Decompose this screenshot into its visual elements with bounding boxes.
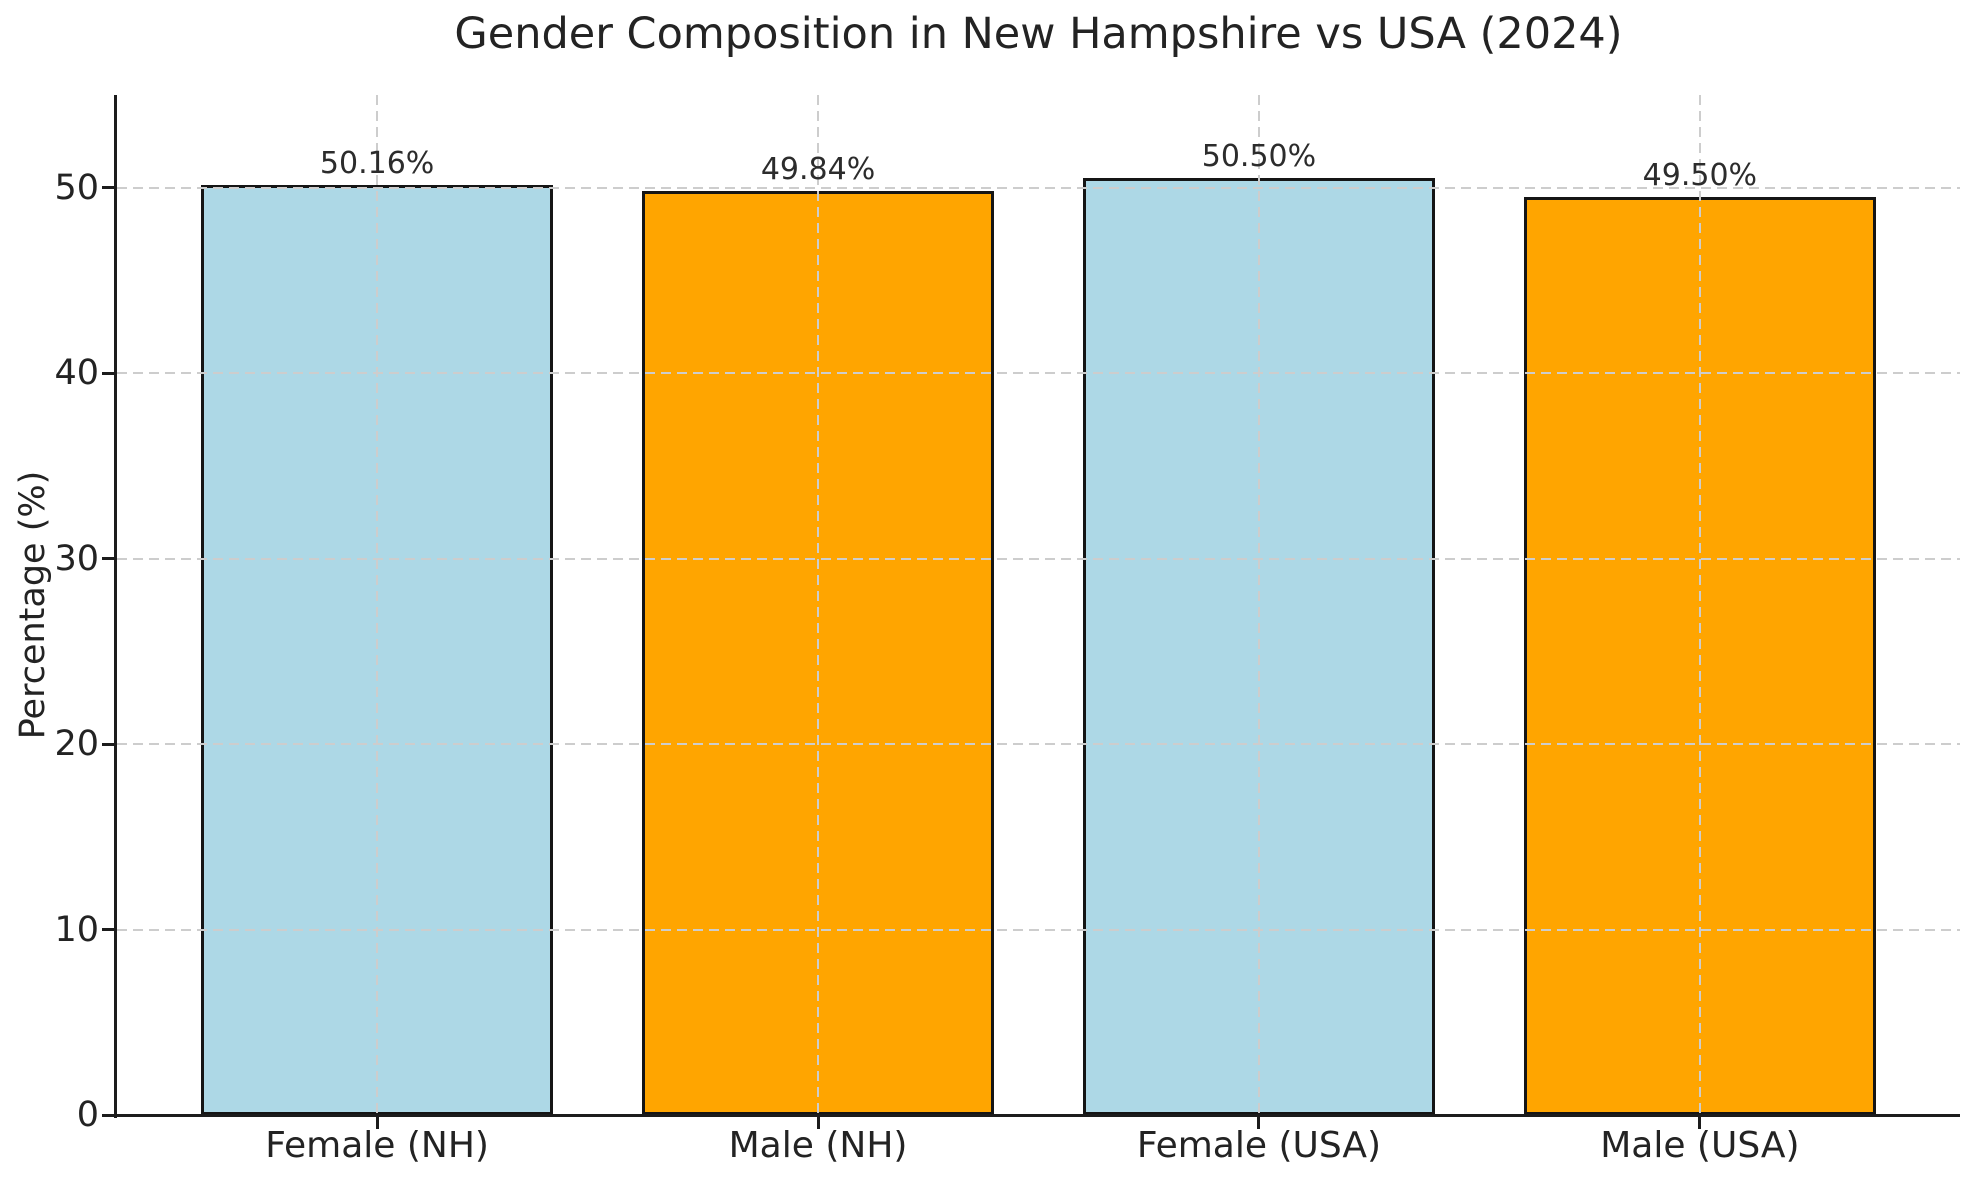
x-tick-label-male-nh: Male (NH) [728,1125,908,1166]
x-tick-female-usa [1257,1117,1261,1129]
y-tick-label-40: 40 [54,353,99,394]
gridline-h-30 [117,557,1960,560]
y-tick-label-10: 10 [54,909,99,950]
y-tick-label-30: 30 [54,538,99,579]
gridline-h-10 [117,928,1960,931]
y-tick-0 [102,1113,114,1117]
gridline-v-female-nh [376,95,379,1115]
left-spine [114,95,117,1118]
y-tick-label-0: 0 [76,1095,99,1135]
bar-value-label-male-nh: 49.84% [760,151,876,187]
x-tick-female-nh [375,1117,379,1129]
gridline-v-male-nh [817,95,820,1115]
bar-value-label-female-nh: 50.16% [319,145,435,181]
y-axis-label: Percentage (%) [13,470,53,740]
chart-title: Gender Composition in New Hampshire vs U… [454,9,1623,59]
x-tick-male-usa [1698,1117,1702,1129]
x-tick-label-female-usa: Female (USA) [1136,1125,1382,1166]
y-tick-label-50: 50 [54,167,99,208]
y-tick-10 [102,928,114,932]
y-tick-label-20: 20 [54,724,99,765]
x-tick-label-female-nh: Female (NH) [265,1125,489,1166]
gridline-h-40 [117,372,1960,375]
x-tick-male-nh [816,1117,820,1129]
y-tick-40 [102,371,114,375]
bar-value-label-male-usa: 49.50% [1642,158,1758,193]
gridline-v-female-usa [1257,95,1260,1115]
x-tick-label-male-usa: Male (USA) [1600,1125,1800,1166]
y-tick-50 [102,186,114,190]
y-tick-20 [102,742,114,746]
gridline-h-20 [117,743,1960,746]
bar-value-label-female-usa: 50.50% [1201,139,1317,175]
y-tick-30 [102,557,114,561]
bottom-spine [114,1114,1960,1117]
gridline-v-male-usa [1698,95,1701,1115]
gridline-h-50 [117,186,1960,189]
